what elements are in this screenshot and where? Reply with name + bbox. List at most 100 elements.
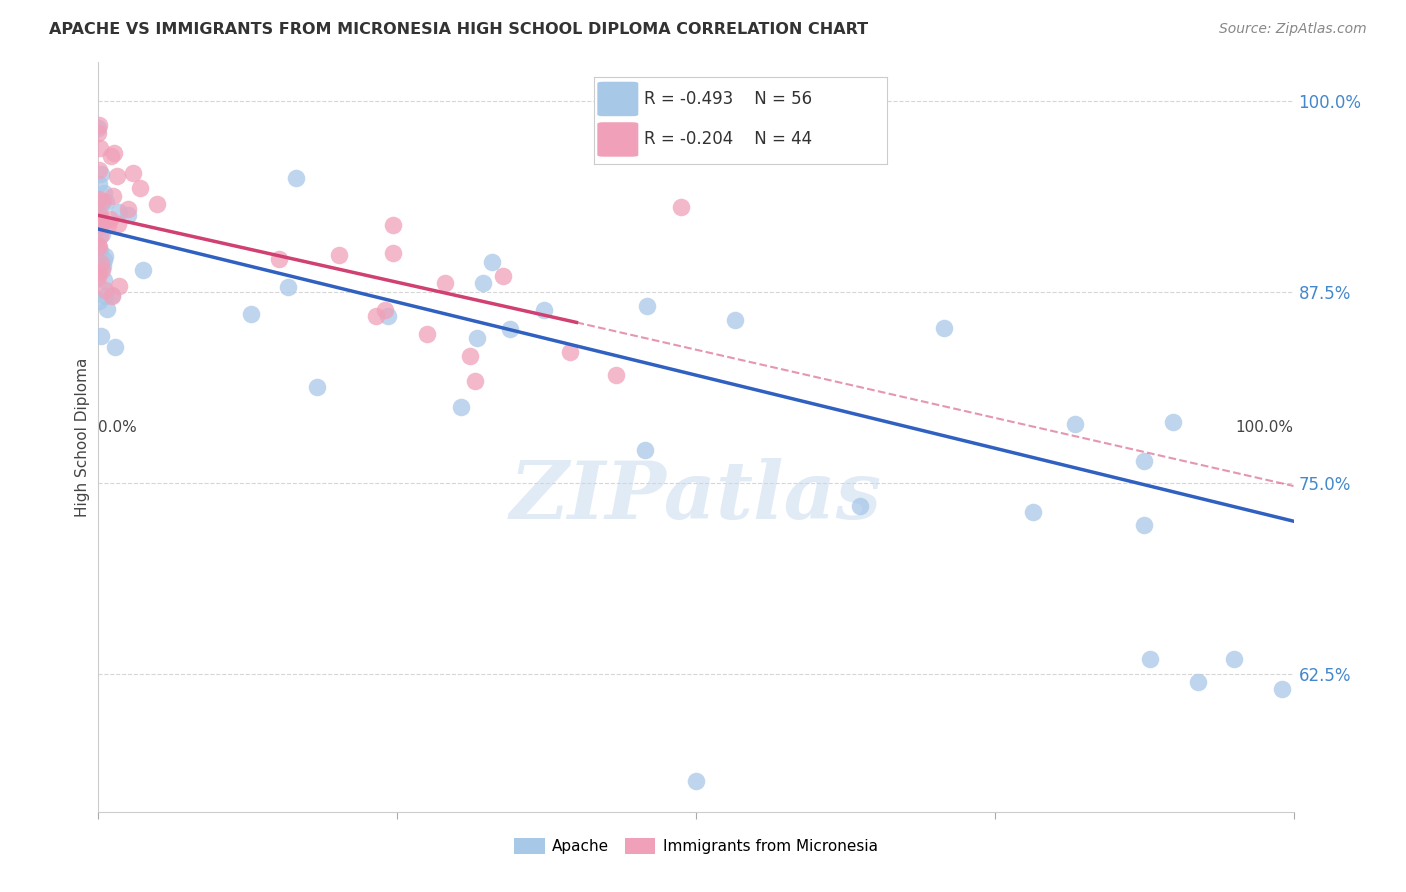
Point bbox=[104, 339, 127, 353]
Point bbox=[101, 188, 124, 202]
Point bbox=[89, 162, 111, 177]
Point bbox=[89, 229, 111, 244]
Point bbox=[458, 349, 481, 363]
Point bbox=[1223, 652, 1246, 666]
Point bbox=[269, 252, 291, 266]
Point bbox=[366, 309, 388, 323]
Point bbox=[558, 345, 581, 359]
Point bbox=[1187, 674, 1209, 689]
Point bbox=[1163, 415, 1185, 429]
Point bbox=[87, 120, 110, 135]
Point bbox=[89, 140, 111, 154]
Point bbox=[87, 205, 110, 219]
Point bbox=[107, 217, 129, 231]
Point bbox=[381, 245, 404, 260]
Text: Source: ZipAtlas.com: Source: ZipAtlas.com bbox=[1219, 22, 1367, 37]
Point bbox=[634, 442, 657, 457]
Point bbox=[146, 197, 169, 211]
Point bbox=[89, 177, 111, 191]
Text: APACHE VS IMMIGRANTS FROM MICRONESIA HIGH SCHOOL DIPLOMA CORRELATION CHART: APACHE VS IMMIGRANTS FROM MICRONESIA HIG… bbox=[49, 22, 869, 37]
Point bbox=[117, 202, 139, 217]
Point bbox=[91, 218, 114, 232]
Point bbox=[1022, 505, 1045, 519]
Point bbox=[107, 205, 129, 219]
Point bbox=[932, 320, 955, 334]
Point bbox=[1064, 417, 1087, 431]
Point bbox=[533, 303, 555, 318]
Point bbox=[101, 289, 124, 303]
Point bbox=[108, 278, 131, 293]
Point bbox=[91, 194, 114, 209]
Point bbox=[89, 244, 111, 258]
Text: ZIPatlas: ZIPatlas bbox=[510, 458, 882, 536]
Point bbox=[87, 294, 110, 309]
Point bbox=[307, 380, 329, 394]
Point bbox=[285, 170, 308, 185]
Point bbox=[377, 310, 399, 324]
Point bbox=[1271, 682, 1294, 697]
Point bbox=[499, 322, 522, 336]
Point bbox=[97, 218, 120, 232]
Point bbox=[328, 248, 350, 262]
Point bbox=[87, 244, 110, 259]
Point bbox=[122, 166, 145, 180]
Legend: Apache, Immigrants from Micronesia: Apache, Immigrants from Micronesia bbox=[508, 832, 884, 860]
Point bbox=[93, 186, 115, 201]
Point bbox=[132, 263, 155, 277]
Point bbox=[100, 148, 122, 162]
Text: 0.0%: 0.0% bbox=[98, 420, 138, 434]
Point bbox=[1139, 652, 1161, 666]
Point bbox=[87, 211, 110, 226]
Point bbox=[277, 280, 299, 294]
Point bbox=[471, 276, 494, 290]
Point bbox=[93, 272, 115, 286]
Point bbox=[91, 259, 114, 273]
Point bbox=[450, 400, 472, 414]
Point bbox=[87, 220, 110, 235]
Point bbox=[87, 126, 110, 140]
Point bbox=[90, 255, 112, 269]
Point bbox=[87, 192, 110, 206]
Point bbox=[129, 180, 152, 194]
Point bbox=[87, 240, 110, 254]
Point bbox=[87, 267, 110, 281]
Point bbox=[90, 167, 112, 181]
Point bbox=[98, 212, 121, 227]
Point bbox=[90, 329, 112, 343]
Point bbox=[492, 268, 515, 283]
Point bbox=[1133, 454, 1156, 468]
Text: 100.0%: 100.0% bbox=[1236, 420, 1294, 434]
Point bbox=[636, 299, 658, 313]
Point bbox=[605, 368, 627, 382]
Point bbox=[93, 253, 115, 268]
Point bbox=[87, 252, 110, 267]
Point bbox=[89, 217, 111, 231]
Point bbox=[90, 215, 112, 229]
Point bbox=[374, 303, 396, 318]
Point bbox=[671, 200, 693, 214]
Y-axis label: High School Diploma: High School Diploma bbox=[75, 358, 90, 516]
Point bbox=[87, 263, 110, 277]
Point bbox=[101, 288, 124, 302]
Point bbox=[481, 254, 503, 268]
Point bbox=[94, 283, 117, 297]
Point bbox=[94, 289, 117, 303]
Point bbox=[464, 374, 486, 388]
Point bbox=[382, 218, 405, 232]
Point bbox=[90, 263, 112, 277]
Point bbox=[91, 194, 114, 208]
Point bbox=[240, 307, 263, 321]
Point bbox=[87, 269, 110, 284]
Point bbox=[94, 195, 117, 210]
Point bbox=[90, 227, 112, 242]
Point bbox=[89, 208, 111, 222]
Point bbox=[685, 774, 707, 789]
Point bbox=[87, 119, 110, 133]
Point bbox=[117, 208, 139, 222]
Point bbox=[848, 499, 870, 513]
Point bbox=[433, 276, 456, 290]
Point bbox=[89, 260, 111, 274]
Point bbox=[724, 313, 747, 327]
Point bbox=[467, 330, 489, 344]
Point bbox=[96, 301, 118, 316]
